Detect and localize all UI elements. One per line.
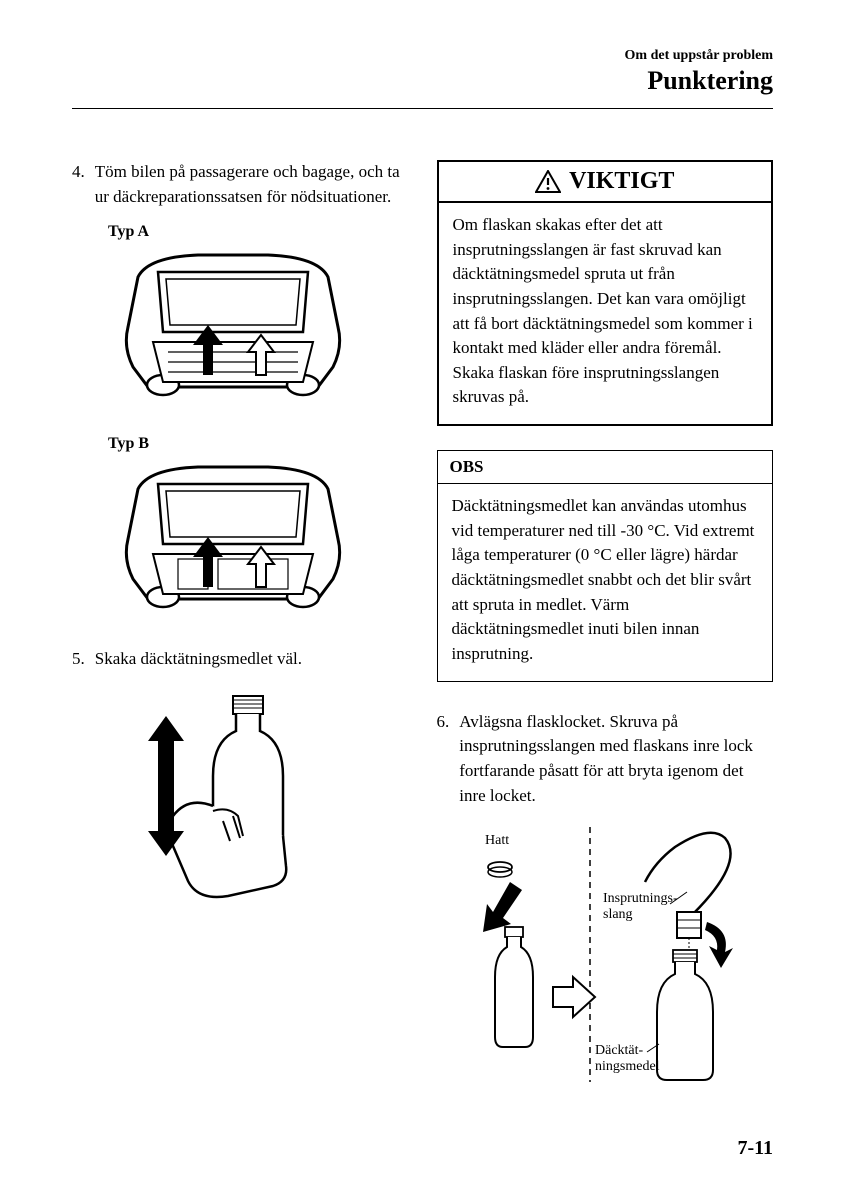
shake-bottle-icon <box>118 686 348 916</box>
figure-hose-bottle: Hatt Insprutnings- slang <box>445 822 765 1102</box>
step-5: 5. Skaka däcktätningsmedlet väl. <box>72 647 409 672</box>
figure-shake-bottle <box>118 686 348 916</box>
car-trunk-b-icon <box>108 459 358 629</box>
warning-body: Om flaskan skakas efter det att insprutn… <box>439 203 772 424</box>
page-number: 7-11 <box>737 1137 773 1160</box>
obs-body: Däcktätningsmedlet kan användas utomhus … <box>438 484 773 680</box>
step-4: 4. Töm bilen på passagerare och bagage, … <box>72 160 409 209</box>
figure-type-b <box>108 459 358 629</box>
hose-label-line1: Insprutnings- <box>603 891 678 906</box>
sealant-label-line2: ningsmedel <box>595 1059 660 1074</box>
step-5-number: 5. <box>72 647 85 672</box>
type-a-label: Typ A <box>108 223 409 241</box>
hose-bottle-icon: Hatt Insprutnings- slang <box>445 822 765 1102</box>
header-supertitle: Om det uppstår problem <box>625 48 773 64</box>
obs-box: OBS Däcktätningsmedlet kan användas utom… <box>437 450 774 681</box>
warning-triangle-icon <box>535 170 561 194</box>
warning-header: VIKTIGT <box>439 162 772 203</box>
step-6: 6. Avlägsna flasklocket. Skruva på inspr… <box>437 710 774 809</box>
right-column: VIKTIGT Om flaskan skakas efter det att … <box>437 160 774 1102</box>
warning-box: VIKTIGT Om flaskan skakas efter det att … <box>437 160 774 426</box>
page-header: Om det uppstår problem Punktering <box>625 48 773 96</box>
header-rule <box>72 108 773 109</box>
header-title: Punktering <box>625 66 773 96</box>
left-column: 4. Töm bilen på passagerare och bagage, … <box>72 160 409 1102</box>
content-columns: 4. Töm bilen på passagerare och bagage, … <box>72 160 773 1102</box>
figure-type-a <box>108 247 358 417</box>
step-6-number: 6. <box>437 710 450 809</box>
obs-title: OBS <box>438 451 773 484</box>
hose-label-line2: slang <box>603 907 633 922</box>
car-trunk-a-icon <box>108 247 358 417</box>
step-4-text: Töm bilen på passagerare och bagage, och… <box>95 160 409 209</box>
cap-label: Hatt <box>485 833 509 848</box>
warning-title: VIKTIGT <box>569 168 674 195</box>
step-5-text: Skaka däcktätningsmedlet väl. <box>95 647 409 672</box>
type-b-label: Typ B <box>108 435 409 453</box>
sealant-label-line1: Däcktät- <box>595 1043 644 1058</box>
step-6-text: Avlägsna flasklocket. Skruva på insprutn… <box>459 710 773 809</box>
step-4-number: 4. <box>72 160 85 209</box>
